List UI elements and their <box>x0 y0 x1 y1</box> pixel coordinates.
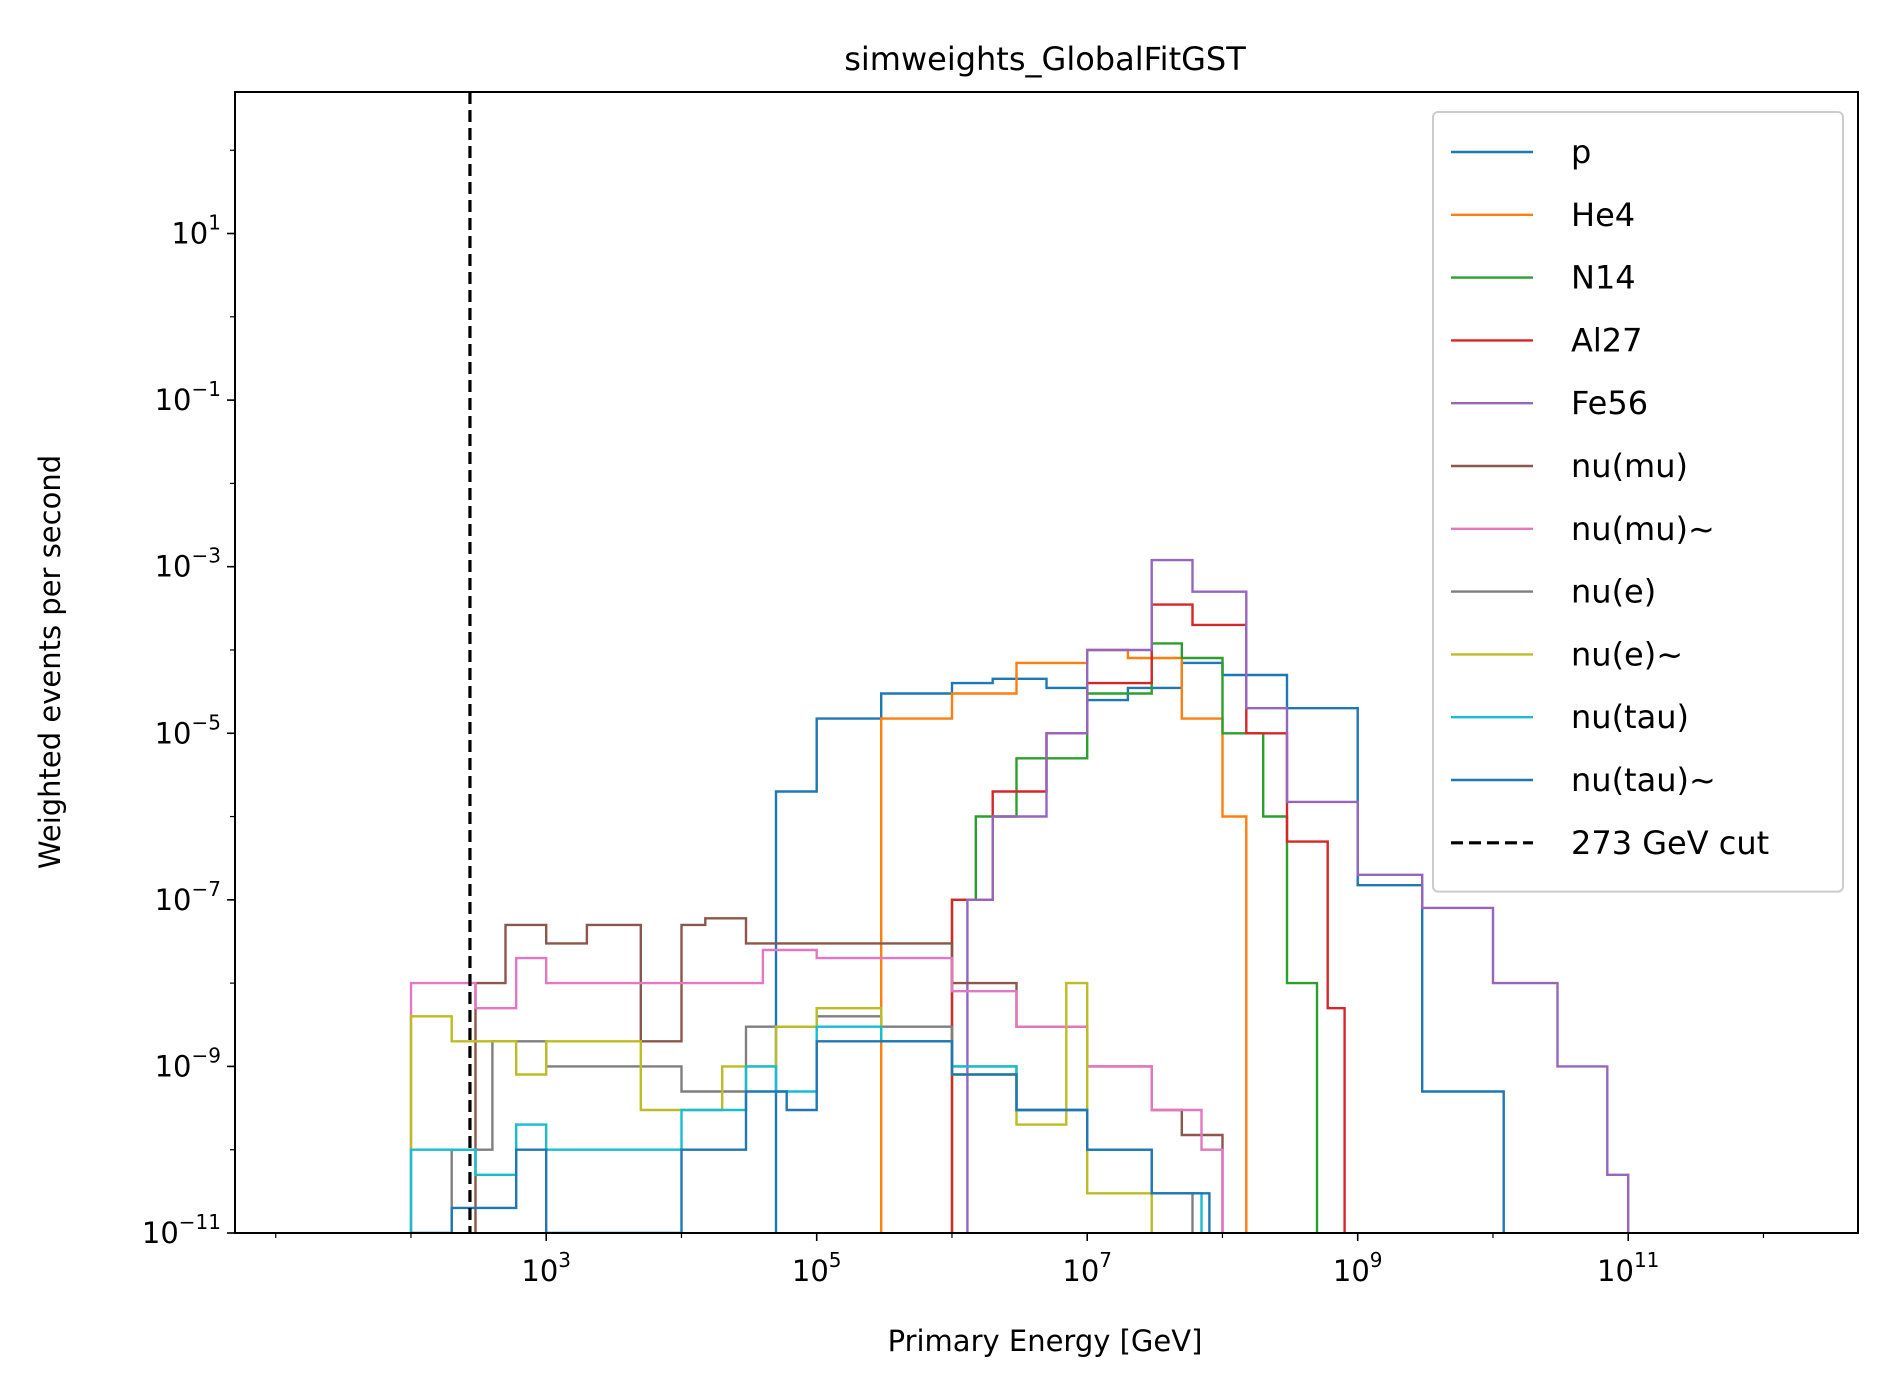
y-tick-label-0: 10−11 <box>142 1210 221 1250</box>
series-line-2 <box>950 642 1319 1233</box>
series-line-8 <box>409 981 1153 1233</box>
chart-title: simweights_GlobalFitGST <box>844 40 1246 78</box>
series-line-6 <box>409 948 1224 1233</box>
x-tick-label-0: 103 <box>521 1248 571 1288</box>
legend-label-0: p <box>1571 133 1591 171</box>
legend-label-4: Fe56 <box>1571 384 1648 422</box>
legend-label-3: Al27 <box>1571 321 1643 359</box>
y-tick-label-6: 101 <box>171 211 221 251</box>
legend-label-6: nu(mu)~ <box>1571 510 1715 548</box>
legend-label-11: 273 GeV cut <box>1571 824 1769 862</box>
series-line-3 <box>950 603 1346 1233</box>
legend-label-5: nu(mu) <box>1571 447 1688 485</box>
x-tick-label-3: 109 <box>1333 1248 1383 1288</box>
x-axis: 103 105 107 109 1011 <box>275 1233 1765 1288</box>
y-axis: 10−11 10−9 10−7 10−5 10−3 10−1 101 <box>142 149 235 1250</box>
y-tick-label-2: 10−7 <box>155 877 221 917</box>
legend-label-9: nu(tau) <box>1571 698 1689 736</box>
y-tick-label-3: 10−5 <box>155 710 221 750</box>
legend-label-8: nu(e)~ <box>1571 635 1683 673</box>
legend-label-7: nu(e) <box>1571 573 1656 611</box>
x-tick-label-1: 105 <box>792 1248 842 1288</box>
y-tick-label-1: 10−9 <box>155 1043 221 1083</box>
series-line-10 <box>411 1040 1211 1233</box>
series-line-0 <box>774 661 1505 1233</box>
legend-box <box>1432 111 1844 893</box>
series-line-4 <box>966 558 1630 1233</box>
legend-label-10: nu(tau)~ <box>1571 761 1716 799</box>
legend-label-2: N14 <box>1571 259 1636 297</box>
y-tick-label-5: 10−1 <box>155 377 221 417</box>
x-tick-label-4: 1011 <box>1597 1248 1659 1288</box>
legend-label-1: He4 <box>1571 196 1635 234</box>
y-tick-label-4: 10−3 <box>155 544 221 584</box>
x-axis-label: Primary Energy [GeV] <box>888 1324 1203 1358</box>
y-axis-label: Weighted events per second <box>33 455 67 869</box>
plot-frame <box>234 91 1859 1234</box>
legend: p He4 N14 Al27 Fe56 nu(mu) nu(mu)~ nu(e) nu(e)~ n… <box>1432 111 1844 893</box>
series-layer <box>409 558 1630 1233</box>
x-tick-label-2: 107 <box>1062 1248 1112 1288</box>
